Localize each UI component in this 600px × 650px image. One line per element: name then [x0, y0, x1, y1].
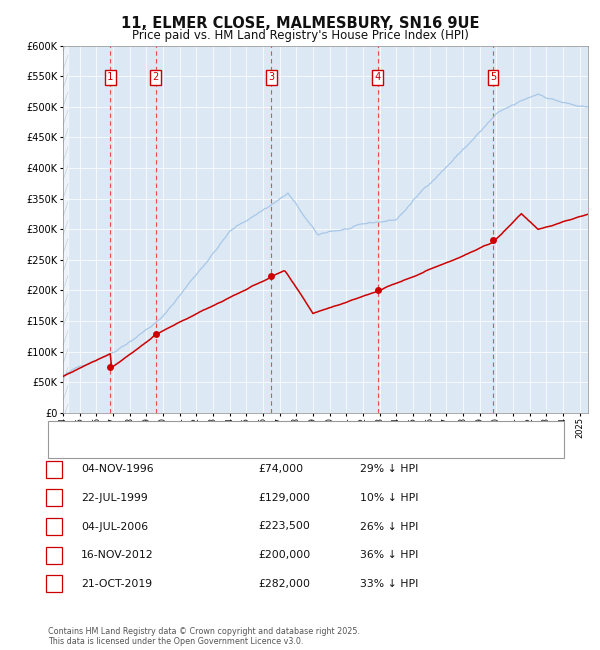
Text: Price paid vs. HM Land Registry's House Price Index (HPI): Price paid vs. HM Land Registry's House … — [131, 29, 469, 42]
Text: 36% ↓ HPI: 36% ↓ HPI — [360, 550, 418, 560]
Text: 3: 3 — [50, 521, 58, 532]
Text: £129,000: £129,000 — [258, 493, 310, 503]
Text: £74,000: £74,000 — [258, 464, 303, 474]
Text: 1: 1 — [107, 72, 113, 83]
Text: 22-JUL-1999: 22-JUL-1999 — [81, 493, 148, 503]
Text: 4: 4 — [50, 550, 58, 560]
Text: 10% ↓ HPI: 10% ↓ HPI — [360, 493, 419, 503]
Text: HPI: Average price, detached house, Wiltshire: HPI: Average price, detached house, Wilt… — [93, 444, 321, 454]
Text: 04-NOV-1996: 04-NOV-1996 — [81, 464, 154, 474]
Text: 3: 3 — [268, 72, 274, 83]
Text: 4: 4 — [374, 72, 381, 83]
Text: 2: 2 — [152, 72, 158, 83]
Text: 04-JUL-2006: 04-JUL-2006 — [81, 521, 148, 532]
Text: 5: 5 — [490, 72, 496, 83]
Text: 1: 1 — [50, 464, 58, 474]
Text: 21-OCT-2019: 21-OCT-2019 — [81, 578, 152, 589]
Text: 11, ELMER CLOSE, MALMESBURY, SN16 9UE (detached house): 11, ELMER CLOSE, MALMESBURY, SN16 9UE (d… — [93, 426, 403, 436]
Text: 2: 2 — [50, 493, 58, 503]
Text: 11, ELMER CLOSE, MALMESBURY, SN16 9UE: 11, ELMER CLOSE, MALMESBURY, SN16 9UE — [121, 16, 479, 31]
Text: 33% ↓ HPI: 33% ↓ HPI — [360, 578, 418, 589]
Text: ─────: ───── — [60, 444, 94, 454]
Text: ─────: ───── — [60, 426, 94, 436]
Text: 5: 5 — [50, 578, 58, 589]
Text: 29% ↓ HPI: 29% ↓ HPI — [360, 464, 418, 474]
Text: £223,500: £223,500 — [258, 521, 310, 532]
Text: £282,000: £282,000 — [258, 578, 310, 589]
Text: 26% ↓ HPI: 26% ↓ HPI — [360, 521, 418, 532]
Text: Contains HM Land Registry data © Crown copyright and database right 2025.
This d: Contains HM Land Registry data © Crown c… — [48, 627, 360, 646]
Text: £200,000: £200,000 — [258, 550, 310, 560]
Text: 16-NOV-2012: 16-NOV-2012 — [81, 550, 154, 560]
